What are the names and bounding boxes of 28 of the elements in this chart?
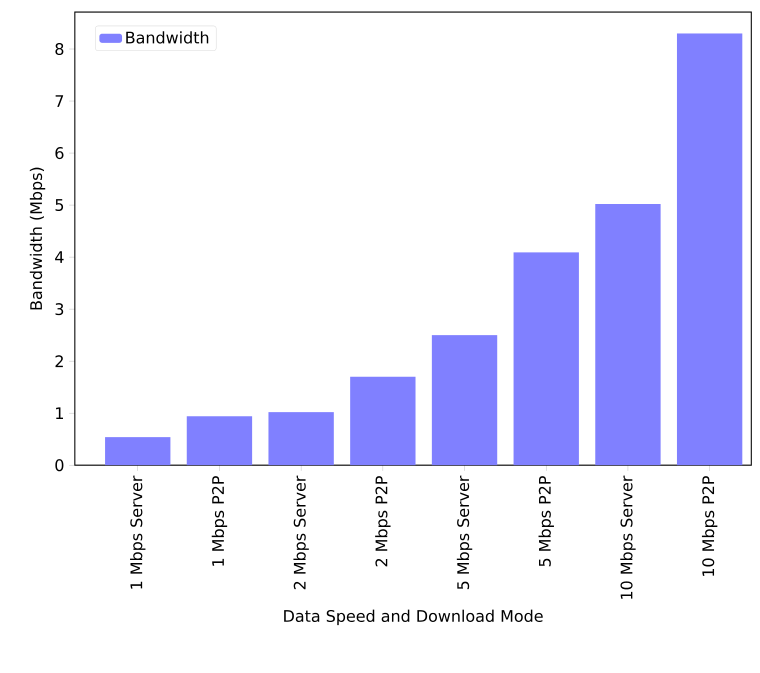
bar — [514, 252, 579, 466]
y-tick-label: 0 — [55, 459, 64, 472]
x-tick-label: 1 Mbps P2P — [212, 476, 228, 566]
x-tick-label: 2 Mbps Server — [293, 476, 309, 590]
y-tick-label: 2 — [56, 355, 63, 368]
bar — [432, 335, 498, 466]
x-tick-label: 10 Mbps P2P — [702, 476, 718, 576]
legend-label: Bandwidth — [126, 31, 208, 44]
y-tick-label: 4 — [55, 251, 64, 263]
x-tick-label: 2 Mbps P2P — [375, 476, 391, 566]
y-axis-title: Bandwidth (Mbps) — [30, 168, 46, 310]
y-tick-label: 3 — [56, 303, 64, 316]
x-tick-label: 1 Mbps Server — [130, 476, 146, 589]
x-axis-title: Data Speed and Download Mode — [284, 610, 543, 626]
y-tick-label: 1 — [56, 407, 63, 419]
y-tick-label: 8 — [55, 42, 64, 56]
bar — [676, 33, 742, 466]
y-tick-label: 5 — [56, 199, 64, 211]
y-tick-label: 7 — [56, 95, 64, 107]
x-tick-label: 10 Mbps Server — [620, 476, 636, 599]
x-tick-label: 5 Mbps P2P — [538, 476, 554, 566]
bar — [350, 376, 416, 466]
bar — [186, 416, 252, 466]
x-tick-label: 5 Mbps Server — [456, 476, 472, 590]
bar — [105, 437, 170, 466]
bar — [595, 204, 661, 466]
bar — [268, 412, 334, 466]
y-tick-label: 6 — [55, 147, 64, 160]
